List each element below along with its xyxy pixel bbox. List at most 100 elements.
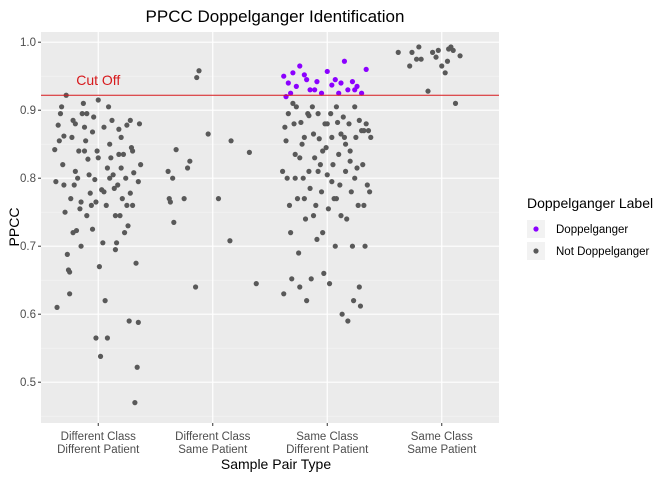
data-point bbox=[368, 134, 374, 140]
data-point bbox=[338, 213, 344, 219]
data-point bbox=[86, 172, 92, 178]
data-point bbox=[56, 138, 62, 144]
data-point bbox=[80, 100, 86, 106]
data-point bbox=[89, 226, 96, 232]
data-point bbox=[329, 179, 335, 185]
data-point bbox=[355, 202, 361, 208]
data-point bbox=[354, 165, 360, 171]
data-point bbox=[113, 240, 120, 246]
data-point bbox=[290, 100, 296, 106]
data-point bbox=[292, 175, 298, 181]
data-point bbox=[291, 121, 297, 127]
data-point bbox=[280, 168, 286, 174]
data-point bbox=[328, 111, 334, 117]
data-point bbox=[345, 318, 351, 324]
data-point bbox=[339, 311, 345, 317]
data-point bbox=[361, 128, 367, 134]
data-point bbox=[333, 104, 340, 110]
data-point bbox=[344, 216, 350, 222]
data-point bbox=[304, 298, 310, 304]
data-point bbox=[93, 199, 99, 205]
y-tick-label: 0.8 bbox=[20, 173, 36, 185]
data-point bbox=[119, 196, 125, 202]
data-point bbox=[205, 131, 211, 137]
data-point bbox=[135, 179, 141, 185]
data-point bbox=[281, 73, 287, 79]
data-point bbox=[108, 155, 114, 161]
data-point bbox=[118, 165, 124, 171]
y-tick-label: 1.0 bbox=[20, 37, 36, 49]
data-point bbox=[70, 230, 76, 236]
data-point bbox=[293, 83, 299, 89]
data-point bbox=[67, 291, 73, 297]
data-point bbox=[348, 189, 354, 195]
data-point bbox=[81, 124, 88, 130]
legend-label: Not Doppelganger bbox=[556, 246, 650, 258]
data-point bbox=[302, 216, 309, 222]
data-point bbox=[61, 133, 67, 139]
data-point bbox=[120, 151, 127, 157]
data-point bbox=[395, 49, 401, 56]
data-point bbox=[450, 47, 456, 53]
data-point bbox=[105, 104, 112, 110]
data-point bbox=[285, 111, 291, 117]
data-point bbox=[297, 284, 303, 290]
y-tick-label: 0.7 bbox=[20, 241, 36, 253]
data-point bbox=[307, 87, 313, 93]
data-point bbox=[442, 70, 448, 76]
data-point bbox=[104, 335, 111, 341]
x-tick-label: Same Class Same Patient bbox=[407, 431, 477, 456]
data-point bbox=[116, 151, 122, 157]
data-point bbox=[60, 162, 66, 168]
data-point bbox=[64, 251, 70, 257]
data-point bbox=[69, 134, 75, 140]
data-point bbox=[299, 141, 305, 147]
data-point bbox=[320, 148, 326, 154]
data-point bbox=[338, 80, 344, 86]
data-point bbox=[353, 134, 359, 140]
data-point bbox=[171, 219, 177, 225]
data-point bbox=[364, 182, 370, 188]
data-point bbox=[127, 117, 133, 123]
data-point bbox=[341, 134, 348, 140]
data-point bbox=[312, 87, 318, 93]
data-point bbox=[293, 104, 299, 110]
data-point bbox=[95, 97, 101, 103]
data-point bbox=[104, 165, 111, 171]
x-tick-label: Different Class Different Patient bbox=[57, 431, 140, 456]
data-point bbox=[337, 182, 343, 188]
legend-marker bbox=[533, 226, 539, 232]
data-point bbox=[352, 87, 358, 93]
data-point bbox=[84, 111, 90, 117]
data-point bbox=[78, 243, 84, 249]
data-point bbox=[109, 117, 115, 123]
data-point bbox=[123, 175, 129, 181]
data-point bbox=[324, 68, 330, 75]
data-point bbox=[306, 113, 312, 119]
data-point bbox=[133, 260, 139, 266]
data-point bbox=[118, 134, 124, 140]
data-point bbox=[363, 121, 369, 127]
data-point bbox=[170, 175, 176, 181]
data-point bbox=[350, 298, 357, 304]
data-point bbox=[304, 77, 310, 83]
data-point bbox=[294, 196, 301, 202]
data-point bbox=[310, 131, 317, 137]
data-point bbox=[107, 175, 113, 181]
data-point bbox=[341, 58, 348, 64]
data-point bbox=[285, 80, 291, 86]
data-point bbox=[306, 168, 312, 174]
data-point bbox=[124, 202, 130, 208]
y-axis-title: PPCC bbox=[6, 208, 22, 247]
data-point bbox=[253, 281, 259, 287]
data-point bbox=[332, 77, 338, 83]
data-point bbox=[361, 202, 367, 208]
data-point bbox=[342, 141, 349, 147]
data-point bbox=[324, 121, 330, 127]
data-point bbox=[111, 185, 117, 191]
data-point bbox=[313, 202, 319, 208]
data-point bbox=[360, 162, 366, 168]
data-point bbox=[130, 202, 136, 208]
data-point bbox=[67, 269, 73, 275]
